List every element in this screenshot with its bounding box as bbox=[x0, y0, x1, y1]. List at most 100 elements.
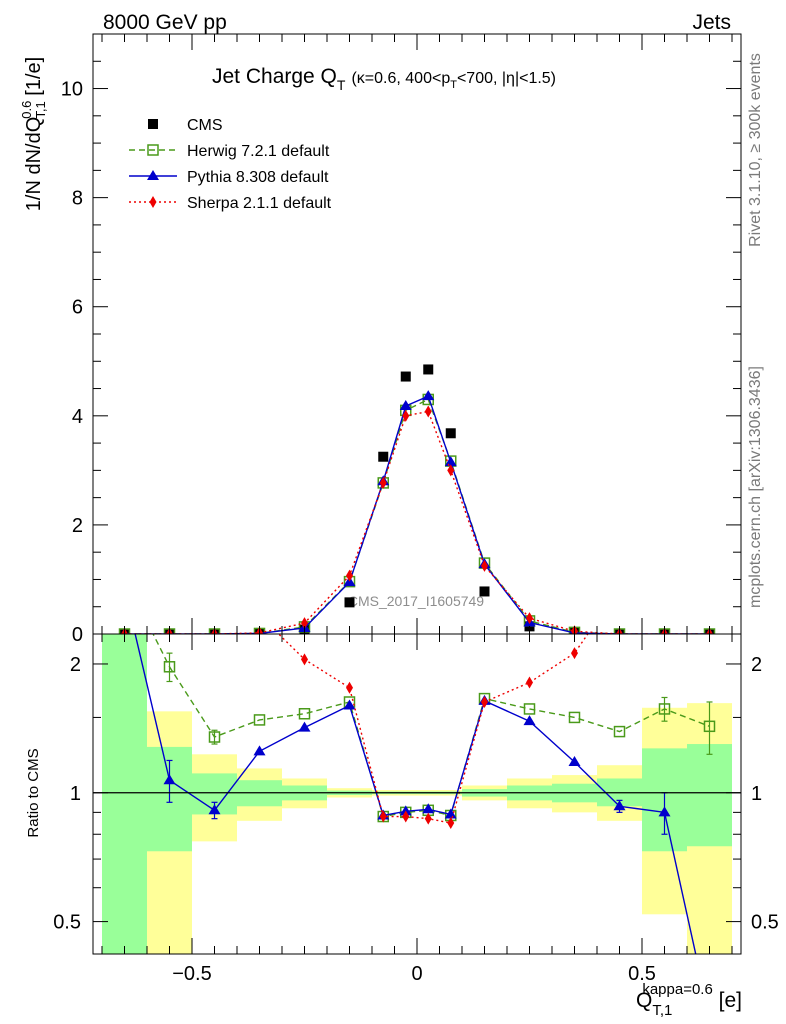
ratio-point bbox=[253, 714, 266, 726]
distribution-ytick-label: 6 bbox=[72, 297, 83, 319]
distribution-ytick-label: 0 bbox=[72, 624, 83, 646]
ratio-ytick-label-right: 0.5 bbox=[751, 912, 779, 934]
ratio-point bbox=[343, 699, 356, 710]
green-band bbox=[687, 744, 732, 847]
distribution-axes: 0 2 4 6 8 10 bbox=[61, 33, 742, 646]
ratio-point bbox=[402, 810, 410, 823]
ratio-point bbox=[444, 808, 457, 819]
rivet-label: Rivet 3.1.10, ≥ 300k events bbox=[747, 53, 764, 247]
ratio-point bbox=[422, 803, 435, 814]
ratio-series bbox=[119, 572, 716, 1021]
ratio-point bbox=[481, 695, 488, 708]
ratio-point bbox=[119, 583, 131, 593]
ratio-point bbox=[301, 653, 308, 666]
data-point bbox=[481, 559, 488, 572]
ratio-ytick-label: 1 bbox=[70, 783, 81, 805]
data-point bbox=[402, 409, 410, 422]
data-point bbox=[400, 371, 411, 382]
ratio-ytick-label: 2 bbox=[70, 654, 81, 676]
legend-label: CMS bbox=[187, 117, 223, 134]
ratio-axes: 0.5 0.5 1 1 2 2 −0.5 0 0.5 bbox=[53, 633, 779, 985]
ratio-point bbox=[399, 805, 412, 816]
ratio-ylabel: Ratio to CMS bbox=[25, 748, 42, 837]
data-point bbox=[399, 400, 412, 410]
ratio-point bbox=[703, 720, 716, 733]
ratio-ytick-label: 0.5 bbox=[53, 912, 81, 934]
ratio-point bbox=[208, 804, 221, 815]
ratio-point bbox=[658, 703, 671, 715]
data-point bbox=[423, 364, 434, 375]
ratio-point bbox=[523, 715, 536, 726]
ratio-point bbox=[523, 703, 536, 715]
distribution-ytick-label: 10 bbox=[61, 79, 83, 101]
distribution-ytick-label: 2 bbox=[72, 515, 83, 537]
ratio-point bbox=[613, 800, 626, 811]
ratio-point bbox=[568, 756, 581, 767]
ratio-xlabel: QT,1kappa=0.6 [e] bbox=[636, 981, 742, 1019]
data-point bbox=[479, 586, 490, 597]
legend-marker bbox=[149, 196, 157, 208]
ratio-point bbox=[526, 676, 533, 689]
ratio-point bbox=[163, 774, 176, 785]
data-point bbox=[526, 612, 533, 625]
ratio-point bbox=[253, 745, 266, 756]
ratio-point bbox=[661, 583, 668, 595]
legend-label: Herwig 7.2.1 default bbox=[187, 143, 330, 160]
distribution-ytick-label: 8 bbox=[72, 188, 83, 210]
data-point bbox=[346, 569, 353, 582]
data-point bbox=[445, 428, 456, 439]
ratio-line bbox=[134, 634, 697, 954]
category-label: Jets bbox=[692, 11, 731, 34]
legend-marker bbox=[147, 170, 159, 180]
ratio-point bbox=[211, 583, 218, 595]
data-point bbox=[379, 476, 387, 489]
legend-label: Sherpa 2.1.1 default bbox=[187, 195, 332, 212]
xtick-label: 0.5 bbox=[628, 963, 656, 985]
distribution-ylabel: 1/N dN/dQ0.6T,1 [1/e] bbox=[19, 57, 48, 211]
data-point bbox=[301, 617, 308, 630]
analysis-watermark: CMS_2017_I1605749 bbox=[348, 593, 484, 609]
mcplots-label: mcplots.cern.ch [arXiv:1306.3436] bbox=[747, 366, 764, 608]
ratio-line bbox=[277, 634, 589, 824]
ratio-series-2 bbox=[121, 583, 713, 829]
ratio-point bbox=[120, 572, 130, 582]
data-point bbox=[447, 464, 455, 477]
data-point bbox=[378, 451, 389, 462]
data-point bbox=[444, 456, 457, 467]
ratio-point bbox=[121, 583, 128, 595]
ratio-point bbox=[568, 711, 581, 724]
ratio-point bbox=[424, 812, 432, 825]
ratio-point bbox=[616, 583, 623, 595]
legend: CMS Herwig 7.2.1 default Pythia 8.308 defa… bbox=[129, 117, 332, 212]
ratio-point bbox=[706, 583, 713, 595]
ratio-point bbox=[613, 725, 626, 738]
data-point bbox=[422, 390, 435, 401]
ratio-point bbox=[256, 609, 263, 621]
ratio-point bbox=[166, 583, 173, 595]
ratio-point bbox=[163, 661, 176, 673]
ratio-point bbox=[571, 647, 578, 660]
ratio-ytick-label-right: 2 bbox=[751, 654, 762, 676]
ratio-point bbox=[208, 731, 221, 743]
plot-title: Jet Charge QT (κ=0.6, 400<pT<700, |η|<1.5… bbox=[212, 65, 556, 93]
ratio-point bbox=[298, 721, 311, 732]
xtick-label: −0.5 bbox=[172, 963, 211, 985]
legend-label: Pythia 8.308 default bbox=[187, 169, 329, 186]
ratio-point bbox=[704, 1011, 716, 1021]
legend-marker bbox=[147, 144, 159, 156]
green-band bbox=[102, 634, 147, 954]
data-point bbox=[424, 405, 432, 418]
ratio-ytick-label-right: 1 bbox=[751, 783, 762, 805]
ratio-point bbox=[346, 681, 353, 694]
ratio-series-1 bbox=[119, 583, 716, 1021]
ratio-point bbox=[379, 810, 387, 823]
ratio-point bbox=[447, 816, 455, 829]
ratio-point bbox=[298, 708, 311, 720]
beam-label: 8000 GeV pp bbox=[103, 11, 227, 34]
data-point bbox=[344, 597, 355, 608]
legend-marker bbox=[148, 119, 158, 129]
distribution-ytick-label: 4 bbox=[72, 406, 83, 428]
xtick-label: 0 bbox=[411, 963, 422, 985]
ratio-point bbox=[658, 806, 671, 817]
